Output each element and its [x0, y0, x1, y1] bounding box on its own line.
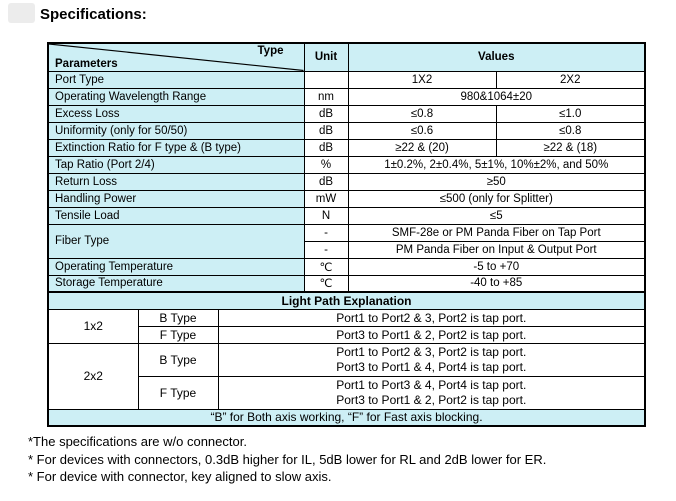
light-path-row-2x2-b: 2x2 B Type Port1 to Port2 & 3, Port2 is …: [47, 342, 646, 410]
footnotes: *The specifications are w/o connector. *…: [28, 433, 546, 486]
param-cell: Uniformity (only for 50/50): [47, 121, 305, 140]
unit-cell: dB: [303, 121, 349, 140]
unit-cell: N: [303, 206, 349, 225]
value-cell: ≤5: [347, 206, 646, 225]
table-row-return-loss: Return Loss dB ≥50: [47, 172, 646, 191]
table-row-fiber-type-1: Fiber Type - SMF-28e or PM Panda Fiber o…: [47, 223, 646, 259]
unit-cell: -: [303, 240, 349, 259]
param-cell: Return Loss: [47, 172, 305, 191]
table-row-handling-power: Handling Power mW ≤500 (only for Splitte…: [47, 189, 646, 208]
unit-cell: dB: [303, 138, 349, 157]
value-cell-2x2: ≤0.8: [495, 121, 646, 140]
table-row-tap-ratio: Tap Ratio (Port 2/4) % 1±0.2%, 2±0.4%, 5…: [47, 155, 646, 174]
param-cell: Port Type: [47, 70, 305, 89]
unit-cell: dB: [303, 104, 349, 123]
unit-cell: [303, 70, 349, 89]
table-row-excess-loss: Excess Loss dB ≤0.8 ≤1.0: [47, 104, 646, 123]
param-cell: Operating Wavelength Range: [47, 87, 305, 106]
parameters-header-label: Parameters: [55, 57, 118, 70]
light-path-footer-row: “B” for Both axis working, “F” for Fast …: [47, 408, 646, 427]
unit-cell: dB: [303, 172, 349, 191]
corner-header-cell: Type Parameters: [47, 42, 305, 72]
port-config-cell-1x2: 1x2: [47, 308, 139, 344]
type-header-label: Type: [257, 45, 284, 57]
light-path-description: Port1 to Port3 & 4, Port4 is tap port. P…: [217, 375, 646, 410]
value-cell-1x2: 1X2: [347, 70, 497, 89]
table-row-wavelength: Operating Wavelength Range nm 980&1064±2…: [47, 87, 646, 106]
values-header-cell: Values: [347, 42, 646, 72]
table-row-storage-temp: Storage Temperature ℃ -40 to +85: [47, 274, 646, 293]
param-cell: Operating Temperature: [47, 257, 305, 276]
spec-tables-container: Type Parameters Unit Values Port Type 1X…: [47, 42, 647, 427]
light-path-line: Port3 to Port1 & 2, Port2 is tap port.: [336, 392, 527, 407]
light-path-description: Port1 to Port2 & 3, Port2 is tap port.: [217, 308, 646, 327]
table-row-port-type: Port Type 1X2 2X2: [47, 70, 646, 89]
port-config-cell-2x2: 2x2: [47, 342, 139, 410]
spec-table: Type Parameters Unit Values Port Type 1X…: [47, 42, 647, 293]
unit-cell: nm: [303, 87, 349, 106]
value-cell: ≤500 (only for Splitter): [347, 189, 646, 208]
param-cell: Tensile Load: [47, 206, 305, 225]
light-path-line: Port1 to Port3 & 4, Port4 is tap port.: [336, 377, 527, 392]
value-cell: 980&1064±20: [347, 87, 646, 106]
table-row-extinction-ratio: Extinction Ratio for F type & (B type) d…: [47, 138, 646, 157]
value-cell-2x2: ≥22 & (18): [495, 138, 646, 157]
table-header-row: Type Parameters Unit Values: [47, 42, 646, 72]
type-cell-b: B Type: [137, 308, 219, 327]
unit-cell: ℃: [303, 257, 349, 276]
unit-cell: -: [303, 223, 349, 242]
type-cell-f: F Type: [137, 325, 219, 344]
table-row-tensile-load: Tensile Load N ≤5: [47, 206, 646, 225]
unit-cell: mW: [303, 189, 349, 208]
light-path-row-1x2-f: F Type Port3 to Port1 & 2, Port2 is tap …: [48, 325, 646, 344]
light-path-header: Light Path Explanation: [47, 291, 646, 310]
value-cell: -40 to +85: [347, 274, 646, 293]
diagonal-divider-line: [49, 44, 303, 70]
param-cell-fiber-type: Fiber Type: [47, 223, 305, 259]
param-cell: Storage Temperature: [47, 274, 305, 293]
footnote-3: * For device with connector, key aligned…: [28, 469, 332, 484]
value-cell-2x2: ≤1.0: [495, 104, 646, 123]
light-path-description: Port1 to Port2 & 3, Port2 is tap port. P…: [217, 342, 646, 377]
light-path-line: Port3 to Port1 & 4, Port4 is tap port.: [336, 359, 527, 374]
type-cell-b: B Type: [137, 342, 219, 377]
light-path-line: Port1 to Port2 & 3, Port2 is tap port.: [336, 344, 527, 359]
light-path-description: Port3 to Port1 & 2, Port2 is tap port.: [217, 325, 646, 344]
value-cell-1x2: ≤0.6: [347, 121, 497, 140]
param-cell: Excess Loss: [47, 104, 305, 123]
value-cell: SMF-28e or PM Panda Fiber on Tap Port: [347, 223, 646, 242]
light-path-header-row: Light Path Explanation: [47, 291, 646, 310]
table-row-uniformity: Uniformity (only for 50/50) dB ≤0.6 ≤0.8: [47, 121, 646, 140]
value-cell-1x2: ≤0.8: [347, 104, 497, 123]
value-cell-1x2: ≥22 & (20): [347, 138, 497, 157]
value-cell: 1±0.2%, 2±0.4%, 5±1%, 10%±2%, and 50%: [347, 155, 646, 174]
unit-cell: ℃: [303, 274, 349, 293]
light-path-footer-note: “B” for Both axis working, “F” for Fast …: [47, 408, 646, 427]
value-cell: PM Panda Fiber on Input & Output Port: [347, 240, 646, 259]
type-cell-f: F Type: [137, 375, 219, 410]
light-path-table: Light Path Explanation 1x2 B Type Port1 …: [47, 291, 647, 427]
unit-cell: %: [303, 155, 349, 174]
param-cell: Tap Ratio (Port 2/4): [47, 155, 305, 174]
value-cell: ≥50: [347, 172, 646, 191]
param-cell: Extinction Ratio for F type & (B type): [47, 138, 305, 157]
value-cell-2x2: 2X2: [495, 70, 646, 89]
unit-header-cell: Unit: [303, 42, 349, 72]
page-title: Specifications:: [40, 6, 147, 23]
footnote-1: *The specifications are w/o connector.: [28, 434, 247, 449]
footnote-2: * For devices with connectors, 0.3dB hig…: [28, 451, 547, 467]
param-cell: Handling Power: [47, 189, 305, 208]
table-row-operating-temp: Operating Temperature ℃ -5 to +70: [47, 257, 646, 276]
value-cell: -5 to +70: [347, 257, 646, 276]
logo-artifact: [8, 3, 35, 23]
light-path-row-1x2-b: 1x2 B Type Port1 to Port2 & 3, Port2 is …: [47, 308, 646, 344]
light-path-row-2x2-f: F Type Port1 to Port3 & 4, Port4 is tap …: [48, 375, 646, 410]
